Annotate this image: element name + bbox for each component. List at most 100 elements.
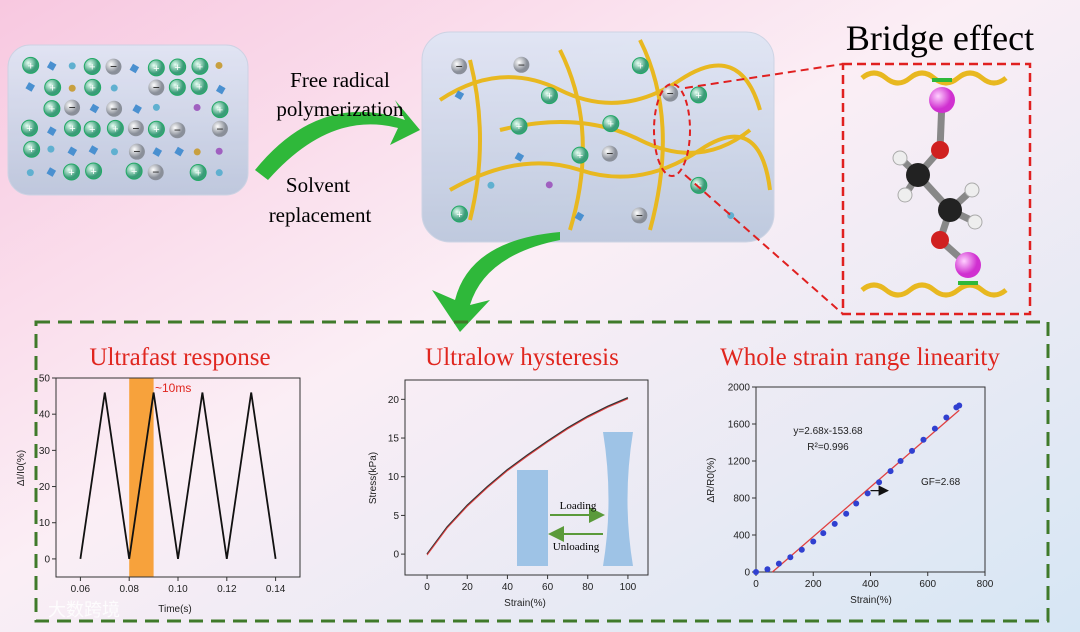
plus-sign: +: [608, 119, 614, 131]
bridge-effect-box: [841, 62, 1032, 316]
y-tick-label: 2000: [728, 383, 751, 394]
minus-sign: −: [667, 87, 674, 101]
cation-icon: [85, 162, 103, 180]
chart1-ylabel: ΔI/I0(%): [16, 450, 27, 486]
gf-annotation: GF=2.68: [921, 477, 961, 488]
fit-equation: y=2.68x-153.68: [793, 426, 863, 437]
crosslinker-icon: [46, 61, 57, 71]
cation-icon: [450, 205, 468, 223]
x-tick-label: 600: [919, 579, 936, 590]
plus-sign: +: [28, 144, 34, 156]
monomer-dot: [68, 62, 76, 70]
crosslinker-icon: [89, 103, 100, 114]
anion-icon: [513, 56, 530, 73]
x-tick-label: 0.06: [71, 584, 91, 595]
monomer-dot: [110, 84, 118, 92]
unloading-curve: [426, 398, 629, 556]
cation-icon: [540, 87, 558, 105]
stretched-sample: [603, 432, 633, 566]
plus-sign: +: [174, 62, 180, 74]
monomer-dot: [47, 145, 55, 153]
crosslinker-icon: [454, 90, 465, 100]
cation-icon: [22, 56, 40, 74]
series-line: [79, 392, 277, 560]
hydrogel-network-block: −−++−++++−++−: [421, 31, 775, 243]
data-point: [843, 510, 850, 517]
data-point: [820, 530, 827, 537]
plus-sign: +: [49, 104, 55, 116]
data-point: [810, 538, 817, 545]
minus-sign: −: [69, 101, 76, 115]
chart3-xlabel: Strain(%): [850, 595, 892, 606]
cation-icon: [125, 162, 143, 180]
cation-icon: [44, 78, 62, 96]
plus-sign: +: [112, 123, 118, 135]
x-tick-label: 20: [462, 582, 474, 593]
plus-sign: +: [174, 82, 180, 94]
chart2-title: Ultralow hysteresis: [425, 344, 619, 371]
data-point: [775, 560, 782, 567]
anion-icon: [148, 79, 165, 96]
monomer-dot: [68, 84, 76, 92]
y-tick-label: 10: [388, 472, 400, 483]
molecule-illustration: [860, 70, 1008, 298]
y-tick-label: 1200: [728, 457, 751, 468]
plus-sign: +: [89, 82, 95, 94]
data-point: [931, 425, 938, 432]
monomer-dot: [193, 103, 201, 111]
data-point: [897, 458, 904, 464]
crosslinker-icon: [67, 146, 78, 157]
x-tick-label: 400: [862, 579, 879, 590]
x-tick-label: 0.08: [119, 584, 139, 595]
anion-icon: [662, 85, 679, 102]
cation-icon: [690, 176, 708, 194]
minus-sign: −: [174, 123, 181, 137]
data-point: [853, 500, 860, 507]
plus-sign: +: [546, 91, 552, 103]
anion-icon: [127, 120, 144, 137]
monomer-dot: [215, 61, 223, 69]
plus-sign: +: [197, 61, 203, 73]
watermark: 大数跨境: [48, 600, 120, 620]
plus-sign: +: [637, 61, 643, 73]
cation-icon: [168, 78, 186, 96]
cation-icon: [62, 163, 80, 181]
chart2-xlabel: Strain(%): [504, 598, 546, 609]
cation-icon: [106, 119, 124, 137]
cation-icon: [169, 58, 187, 76]
data-point: [887, 468, 894, 475]
zoom-connector-lines: [684, 63, 844, 315]
minus-sign: −: [110, 60, 117, 74]
chart3-ylabel: ΔR/R0(%): [706, 457, 717, 502]
plus-sign: +: [577, 150, 583, 162]
data-point: [909, 447, 916, 454]
anion-icon: [105, 58, 122, 75]
cation-icon: [571, 146, 589, 164]
cation-icon: [510, 117, 528, 135]
monomer-solution-block: + + − + + ++ + − + ++ − − ++ + + + − + − −+ −+ + + − +: [7, 44, 249, 196]
y-tick-label: 20: [39, 482, 51, 493]
monomer-dot: [26, 169, 34, 177]
chart-ultrafast-response: 0.06 0.08 0.10 0.12 0.14 0 10 20 30 40 50: [39, 374, 301, 595]
chart2-ylabel: Stress(kPa): [368, 452, 379, 504]
cation-icon: [211, 101, 229, 119]
monomer-dot: [215, 147, 223, 155]
chart1-xlabel: Time(s): [158, 604, 192, 615]
anion-icon: [601, 145, 618, 162]
cation-icon: [189, 163, 207, 181]
x-tick-label: 0: [753, 579, 759, 590]
plus-sign: +: [695, 90, 701, 102]
y-tick-label: 50: [39, 374, 51, 385]
loading-curve: [426, 397, 629, 555]
monomer-dot: [215, 169, 223, 177]
cation-icon: [602, 115, 620, 133]
plus-sign: +: [196, 81, 202, 93]
data-point: [753, 569, 759, 575]
data-point: [956, 402, 963, 409]
results-frame: [34, 320, 1050, 623]
plus-sign: +: [153, 124, 159, 136]
minus-sign: −: [152, 165, 159, 179]
cation-icon: [43, 100, 61, 118]
step1-line2: polymerization: [276, 97, 404, 121]
anion-icon: [106, 100, 123, 117]
